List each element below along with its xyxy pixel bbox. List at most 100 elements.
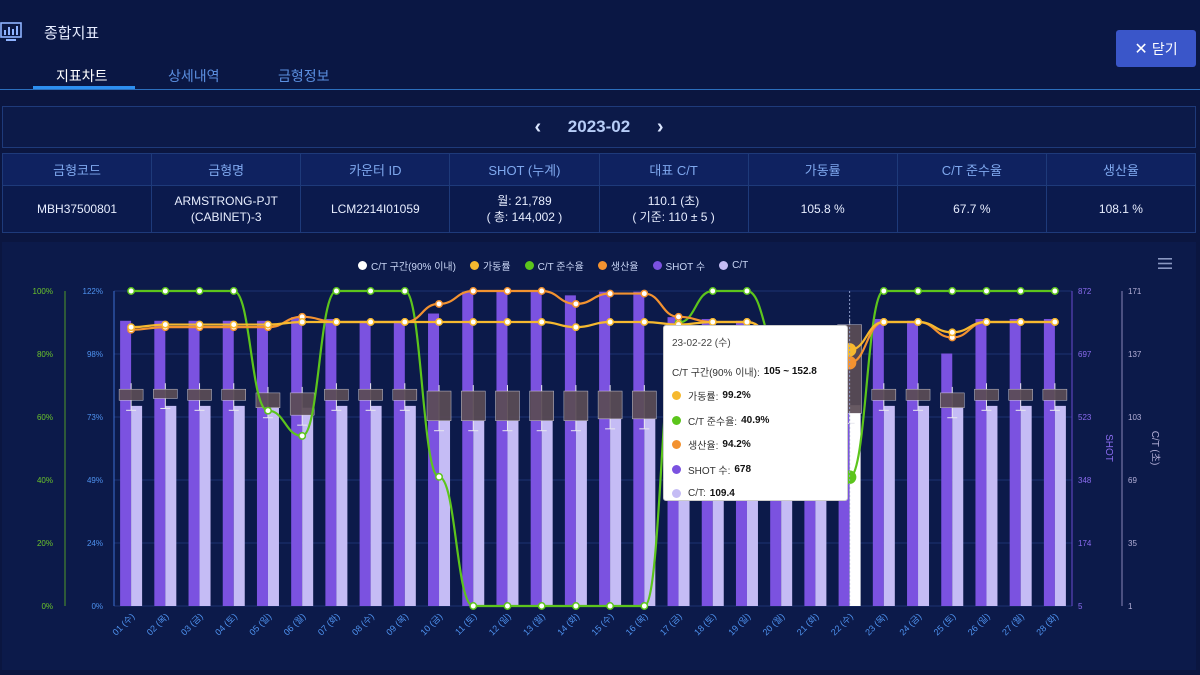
bar-shot — [188, 320, 200, 606]
hamburger-menu-icon[interactable] — [1158, 258, 1172, 269]
chevron-left-icon[interactable]: ‹ — [534, 115, 542, 138]
range-box — [905, 388, 931, 401]
range-box — [632, 390, 657, 420]
bar-ct — [746, 405, 758, 606]
uptime-point — [982, 318, 991, 326]
compliance-point — [640, 602, 649, 610]
uptime-point — [161, 320, 170, 329]
mold-code: MBH37500801 — [1, 185, 153, 233]
y-tick-label: 5 — [1078, 602, 1083, 611]
bar-ct — [815, 405, 827, 606]
range-box — [358, 388, 383, 401]
legend-item[interactable]: C/T — [719, 258, 748, 273]
x-tick-label: 12 (일) — [487, 611, 513, 637]
bar-ct — [473, 420, 485, 606]
uptime-point — [195, 320, 204, 329]
uptime-point — [914, 318, 922, 326]
counter-id: LCM2214I01059 — [300, 185, 451, 233]
production-rate: 108.1 % — [1045, 185, 1197, 233]
legend-dot — [719, 261, 729, 270]
legend-dot — [358, 261, 367, 270]
compliance-point — [571, 602, 580, 610]
tab-detail[interactable]: 상세내역 — [168, 68, 220, 84]
bar-shot — [256, 320, 268, 606]
range-box — [1008, 388, 1033, 401]
bar-shot — [975, 318, 987, 606]
col-header: 가동률 — [747, 152, 898, 187]
x-tick-label: 21 (화) — [795, 611, 821, 637]
x-tick-label: 09 (목) — [384, 611, 410, 637]
uptime-point — [948, 328, 957, 337]
legend-item[interactable]: 가동률 — [469, 258, 511, 273]
x-tick-label: 01 (수) — [111, 611, 137, 637]
range-box — [597, 390, 623, 420]
tooltip-label: SHOT 수: — [688, 465, 731, 477]
ct-value: 110.1 (초) — [647, 194, 700, 209]
x-tick-label: 05 (일) — [247, 611, 273, 637]
tooltip-row: C/T: 109.4 — [672, 482, 839, 507]
legend-item[interactable]: C/T 준수율 — [524, 258, 584, 273]
col-header: 대표 C/T — [598, 152, 749, 187]
tooltip-value: 99.2% — [722, 390, 751, 402]
bar-shot — [1043, 318, 1055, 606]
tooltip-value: 94.2% — [722, 439, 751, 451]
legend-dot — [597, 261, 607, 270]
legend-item[interactable]: SHOT 수 — [652, 258, 706, 273]
uptime-point — [298, 318, 307, 326]
x-tick-label: 18 (토) — [692, 611, 718, 637]
x-tick-label: 08 (수) — [350, 611, 376, 637]
col-header: SHOT (누계) — [449, 152, 600, 187]
y-tick-label: 24% — [87, 539, 103, 548]
x-tick-label: 28 (화) — [1034, 611, 1060, 637]
shot-month: 월: 21,789 — [497, 194, 552, 209]
x-tick-label: 24 (금) — [897, 611, 923, 637]
tooltip-dot — [672, 464, 681, 474]
chevron-right-icon[interactable]: › — [656, 115, 664, 138]
tab-indicator-chart[interactable]: 지표차트 — [56, 68, 108, 84]
compliance-point — [1016, 287, 1025, 295]
bar-shot — [599, 291, 611, 606]
tooltip-value: 678 — [734, 463, 752, 475]
compliance-point — [1050, 287, 1059, 295]
y-tick-label: 98% — [87, 350, 103, 359]
bar-ct — [131, 405, 143, 606]
x-tick-label: 02 (목) — [145, 611, 171, 637]
range-box — [118, 388, 144, 401]
uptime-point — [606, 318, 615, 326]
tooltip-dot — [672, 489, 681, 499]
x-tick-label: 26 (일) — [966, 611, 992, 637]
tab-mold-info[interactable]: 금형정보 — [278, 68, 330, 84]
tooltip-row: 생산율: 94.2% — [672, 433, 839, 458]
legend-label: SHOT 수 — [665, 262, 706, 273]
bar-shot — [496, 291, 508, 606]
compliance-point — [127, 287, 136, 295]
bar-shot — [564, 295, 576, 606]
mold-name-line1: ARMSTRONG-PJT — [174, 194, 278, 209]
x-tick-label: 04 (토) — [213, 611, 239, 637]
compliance-point — [298, 431, 307, 440]
y-tick-label: 69 — [1128, 476, 1137, 485]
mold-name: ARMSTRONG-PJT (CABINET)-3 — [151, 185, 302, 233]
bar-ct — [918, 405, 930, 606]
tooltip-dot — [672, 440, 681, 450]
y-tick-label: 523 — [1078, 413, 1092, 422]
bar-ct — [165, 405, 177, 606]
legend-label: C/T 구간(90% 이내) — [371, 262, 456, 273]
bar-shot — [120, 320, 132, 606]
close-button[interactable]: ✕ 닫기 — [1116, 30, 1196, 67]
bar-ct — [404, 405, 416, 606]
compliance-point — [503, 602, 512, 610]
y-tick-label: 20% — [37, 539, 53, 548]
legend-label: C/T — [732, 260, 749, 271]
y-tick-label: 100% — [33, 287, 53, 296]
legend-item[interactable]: C/T 구간(90% 이내) — [358, 258, 456, 273]
chart-legend: C/T 구간(90% 이내) 가동률 C/T 준수율 생산율 SHOT 수 C/… — [358, 258, 748, 273]
tooltip-dot — [672, 415, 681, 425]
uptime-point — [366, 318, 375, 326]
bar-shot — [1009, 318, 1021, 606]
tooltip-date: 23-02-22 (수) — [672, 338, 731, 349]
shot-cumulative: ( 총: 144,002 ) — [486, 210, 563, 225]
uptime-point — [400, 318, 409, 326]
active-tab-indicator — [33, 86, 135, 89]
legend-item[interactable]: 생산율 — [597, 258, 639, 273]
